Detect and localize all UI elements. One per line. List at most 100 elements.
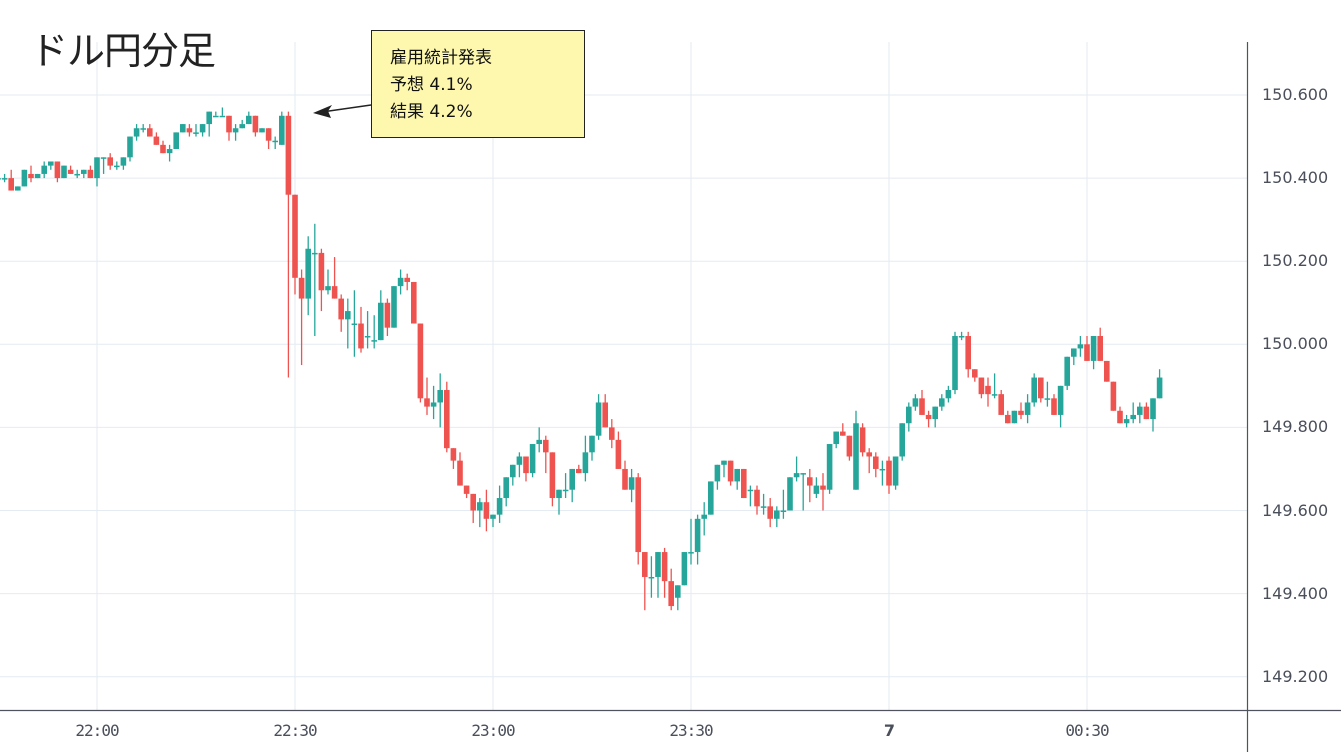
candle bbox=[430, 385, 437, 420]
candle bbox=[437, 373, 443, 428]
candle bbox=[1123, 414, 1130, 428]
chart-title: ドル円分足 bbox=[30, 29, 216, 73]
candle bbox=[503, 477, 509, 507]
candle bbox=[589, 435, 595, 461]
candle bbox=[1110, 381, 1117, 411]
candle bbox=[767, 498, 773, 528]
candle bbox=[912, 394, 919, 411]
candle bbox=[424, 377, 430, 415]
candle bbox=[846, 435, 853, 461]
candle bbox=[615, 431, 622, 469]
candle bbox=[754, 485, 760, 515]
time-label: 23:00 bbox=[471, 721, 515, 740]
candle bbox=[140, 124, 146, 133]
candle bbox=[714, 464, 721, 490]
candle bbox=[978, 377, 985, 399]
candle bbox=[391, 286, 397, 328]
candle bbox=[8, 169, 14, 191]
candle bbox=[470, 493, 476, 523]
candle bbox=[351, 290, 358, 357]
candle bbox=[958, 331, 965, 341]
candle bbox=[998, 390, 1004, 415]
candle bbox=[1084, 335, 1090, 361]
candle bbox=[602, 394, 608, 428]
candle bbox=[681, 552, 688, 586]
candle bbox=[945, 385, 952, 403]
annotation-line-forecast: 予想 4.1% bbox=[390, 75, 473, 95]
candle bbox=[760, 493, 767, 515]
candle bbox=[166, 144, 173, 162]
candle bbox=[1150, 398, 1156, 432]
candle bbox=[404, 273, 410, 291]
candle bbox=[1031, 373, 1037, 407]
candle bbox=[74, 169, 80, 179]
candle bbox=[853, 410, 859, 490]
candle bbox=[741, 468, 747, 499]
candle bbox=[133, 124, 140, 141]
candle bbox=[873, 452, 879, 478]
candle bbox=[21, 169, 28, 187]
candle bbox=[87, 165, 94, 179]
price-label: 150.600 bbox=[1262, 85, 1329, 104]
candle bbox=[826, 444, 833, 494]
candle bbox=[180, 124, 186, 133]
candle bbox=[1137, 402, 1143, 424]
candle bbox=[1011, 410, 1018, 424]
candle bbox=[899, 423, 905, 461]
candle bbox=[516, 452, 523, 478]
time-label: 00:30 bbox=[1065, 721, 1109, 740]
candle bbox=[543, 435, 549, 474]
candle bbox=[496, 485, 503, 523]
candle bbox=[358, 306, 364, 353]
candle bbox=[1051, 394, 1057, 415]
candle bbox=[859, 423, 866, 457]
candle bbox=[529, 444, 536, 478]
candle bbox=[100, 157, 107, 174]
candle bbox=[675, 585, 681, 611]
candle bbox=[94, 157, 100, 187]
candle bbox=[721, 460, 727, 478]
candle bbox=[1, 173, 8, 183]
candle bbox=[48, 161, 54, 170]
candle bbox=[364, 311, 371, 349]
arrow-left-icon bbox=[313, 105, 332, 118]
candle bbox=[886, 456, 892, 494]
candle bbox=[1057, 385, 1064, 428]
candle bbox=[483, 489, 490, 532]
candle bbox=[34, 173, 41, 179]
candle bbox=[1097, 327, 1103, 361]
candle bbox=[147, 124, 153, 137]
candle bbox=[1077, 335, 1084, 357]
candle bbox=[972, 369, 978, 382]
candle bbox=[866, 448, 872, 474]
candle bbox=[985, 377, 991, 407]
candle bbox=[186, 124, 193, 137]
candle bbox=[1156, 369, 1163, 399]
candle bbox=[338, 294, 344, 332]
candle bbox=[642, 552, 648, 611]
candle bbox=[701, 502, 707, 536]
candle bbox=[807, 468, 813, 503]
candle bbox=[318, 248, 325, 312]
candle bbox=[239, 119, 245, 129]
candle bbox=[206, 111, 212, 137]
candle bbox=[879, 460, 886, 486]
candle bbox=[694, 514, 701, 565]
price-label: 150.400 bbox=[1262, 168, 1329, 188]
candle bbox=[793, 456, 800, 482]
candle bbox=[325, 269, 331, 295]
price-label: 150.200 bbox=[1262, 251, 1329, 271]
candle bbox=[1104, 360, 1110, 382]
candle bbox=[232, 124, 239, 141]
candle bbox=[371, 315, 377, 349]
candle bbox=[0, 178, 1, 180]
candle bbox=[569, 468, 575, 503]
candle bbox=[411, 281, 417, 324]
candle bbox=[939, 394, 945, 411]
annotation-arrow-line bbox=[321, 104, 372, 113]
candle bbox=[734, 468, 740, 490]
candle bbox=[582, 435, 589, 482]
candle bbox=[384, 298, 391, 336]
